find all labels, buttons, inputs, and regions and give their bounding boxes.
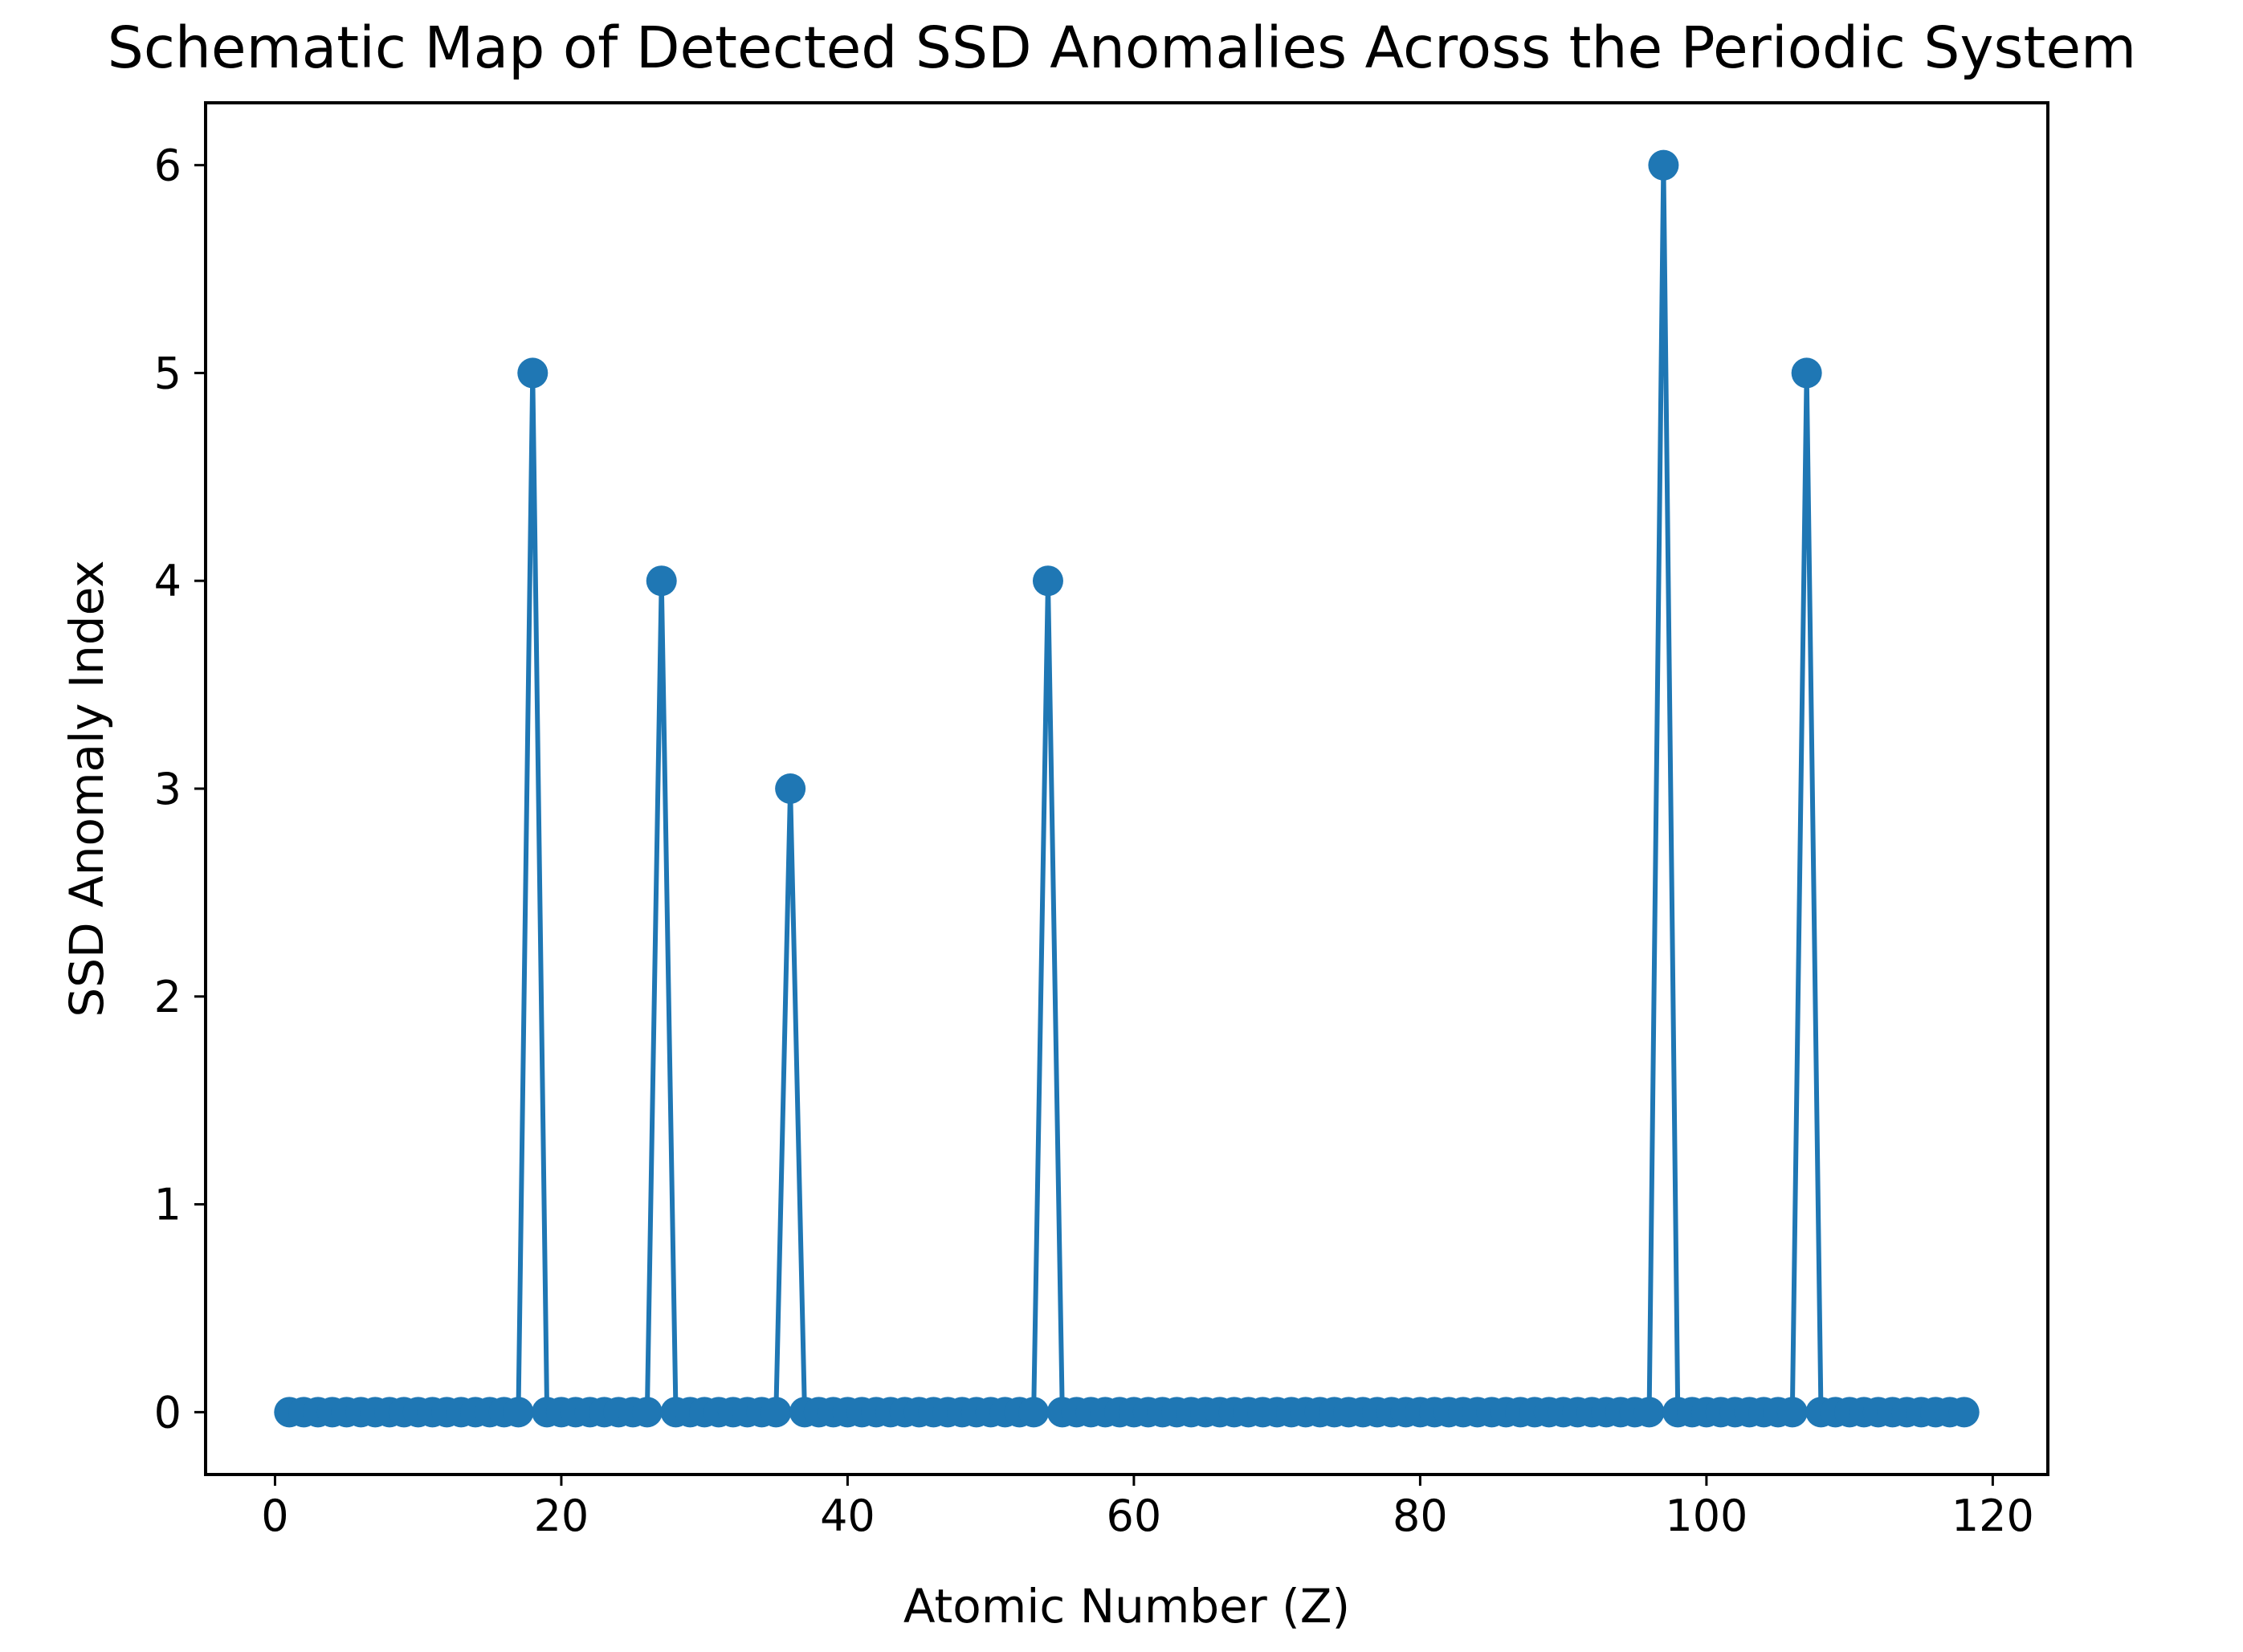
y-tick-label: 6 xyxy=(154,141,181,191)
data-point xyxy=(1948,1397,1980,1428)
y-tick-label: 3 xyxy=(154,764,181,814)
x-axis: 0 20 40 60 80 100 120 xyxy=(261,1475,2034,1541)
series-line xyxy=(289,162,1964,1415)
x-axis-label: Atomic Number (Z) xyxy=(903,1579,1350,1634)
y-tick-label: 1 xyxy=(154,1180,181,1230)
data-point xyxy=(503,1397,534,1428)
y-tick-label: 5 xyxy=(154,348,181,398)
data-point xyxy=(1648,149,1679,181)
y-tick-label: 4 xyxy=(154,556,181,606)
data-point xyxy=(1633,1397,1665,1428)
x-tick-label: 20 xyxy=(534,1491,589,1541)
x-tick-label: 100 xyxy=(1665,1491,1748,1541)
x-tick-label: 80 xyxy=(1393,1491,1448,1541)
data-point xyxy=(761,1397,792,1428)
plot-area xyxy=(274,149,1980,1428)
data-point xyxy=(517,357,549,389)
y-tick-label: 2 xyxy=(154,972,181,1022)
chart-title: Schematic Map of Detected SSD Anomalies … xyxy=(108,14,2136,81)
data-point xyxy=(775,773,806,804)
x-tick-label: 120 xyxy=(1951,1491,2034,1541)
data-point xyxy=(1018,1397,1050,1428)
x-tick-label: 60 xyxy=(1107,1491,1162,1541)
data-point xyxy=(631,1397,663,1428)
y-axis: 0 1 2 3 4 5 6 xyxy=(154,141,206,1438)
axes-frame xyxy=(204,101,2049,1476)
data-point xyxy=(646,565,677,597)
data-point xyxy=(1776,1397,1808,1428)
y-tick-label: 0 xyxy=(154,1387,181,1438)
x-tick-label: 40 xyxy=(820,1491,875,1541)
data-point xyxy=(1032,565,1063,597)
data-point xyxy=(1791,357,1822,389)
y-axis-label: SSD Anomaly Index xyxy=(59,560,114,1017)
x-tick-label: 0 xyxy=(261,1491,288,1541)
